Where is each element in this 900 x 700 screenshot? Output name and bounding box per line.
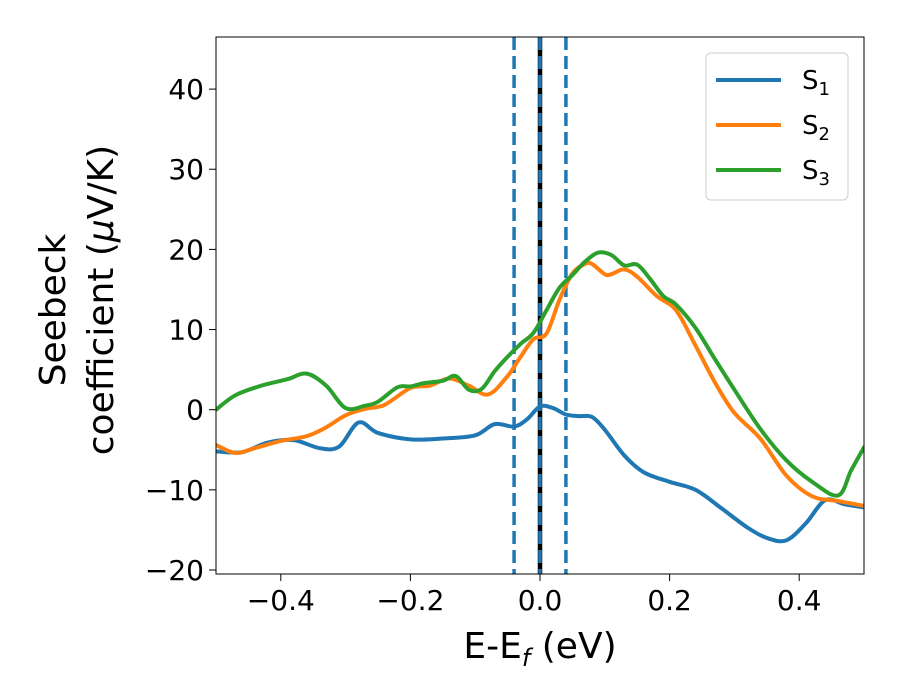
y-axis-label-line2: coefficient (μV/K) [81,145,122,455]
x-tick-label: 0.4 [777,584,822,617]
x-axis-label-unit: (eV) [530,626,616,667]
y-axis-label-mu: μ [81,219,122,243]
y-tick-label: 40 [168,73,204,106]
y-tick-label: 20 [168,233,204,266]
legend-label-2: S2 [802,111,830,145]
axis-ticks: −0.4 −0.2 0.0 0.2 0.4 −20 −10 0 10 20 30 40 [145,73,822,617]
y-tick-label: 30 [168,153,204,186]
series-lines [216,37,864,574]
legend-label-1: S1 [802,66,830,100]
series-line-2 [216,260,864,508]
x-axis-label: E-Ef (eV) [463,626,616,672]
y-axis-label: Seebeck coefficient (μV/K) [33,145,122,455]
x-tick-label: 0.2 [647,584,692,617]
x-tick-label: −0.4 [247,584,315,617]
y-axis-label-unit: V/K) [81,145,122,219]
series-line-1 [216,403,864,544]
y-tick-label: 0 [186,394,204,427]
y-axis-label-line1: Seebeck [33,233,74,386]
x-tick-label: −0.2 [376,584,444,617]
y-tick-label: −20 [145,554,204,587]
y-tick-label: −10 [145,474,204,507]
y-axis-label-line2-main: coefficient ( [81,242,122,455]
legend-label-3: S3 [802,156,830,190]
legend: S1 S2 S3 [705,52,849,201]
x-axis-label-main: E-E [463,626,521,667]
series-line-3 [216,250,864,498]
x-tick-label: 0.0 [518,584,563,617]
y-tick-label: 10 [168,314,204,347]
